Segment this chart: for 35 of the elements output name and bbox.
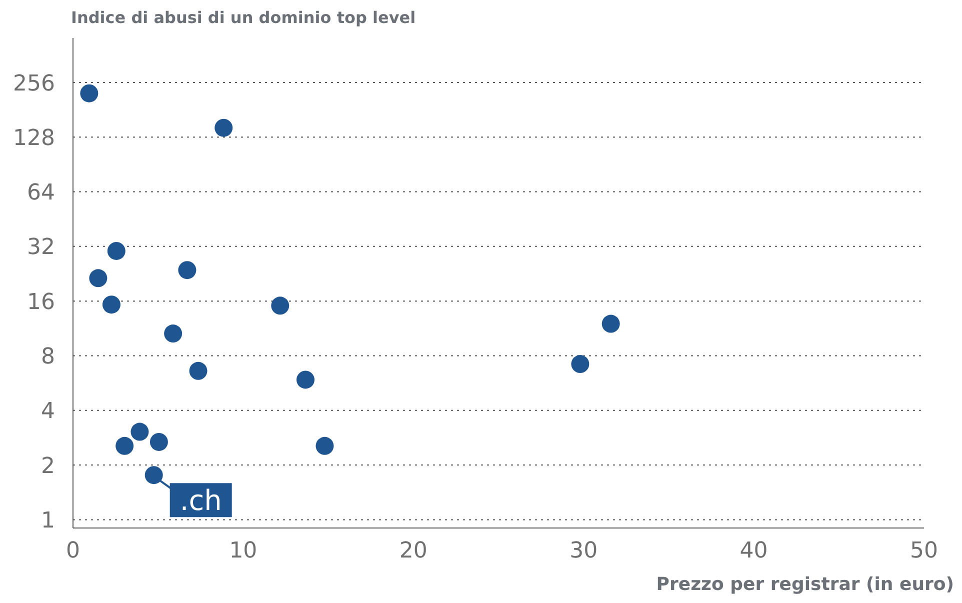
y-tick-label: 128 <box>13 126 55 151</box>
point <box>150 432 168 451</box>
y-tick-label: 1 <box>41 508 55 534</box>
x-tick-label: 10 <box>229 538 258 564</box>
point <box>116 436 134 455</box>
y-tick-label: 4 <box>41 399 55 424</box>
x-tick-label: 30 <box>570 538 598 564</box>
x-tick-label: 20 <box>399 538 428 564</box>
point <box>189 362 208 380</box>
y-axis-title: Indice di abusi di un dominio top level <box>71 8 416 27</box>
y-tick-label: 8 <box>41 344 55 370</box>
point <box>602 314 620 333</box>
x-tick-label: 0 <box>66 538 80 564</box>
point <box>164 324 182 343</box>
y-tick-label: 16 <box>27 290 55 315</box>
point <box>316 436 334 455</box>
point <box>178 261 196 280</box>
point <box>89 269 108 288</box>
point <box>80 84 98 102</box>
annotation: .ch <box>180 484 222 518</box>
x-tick-label: 40 <box>740 538 768 564</box>
point <box>214 118 233 137</box>
point <box>102 296 120 314</box>
point <box>571 355 590 374</box>
y-tick-label: 32 <box>27 235 55 260</box>
y-tick-label: 2 <box>41 454 55 479</box>
x-axis-title: Prezzo per registrar (in euro) <box>656 574 954 595</box>
point <box>271 296 290 315</box>
y-tick-label: 256 <box>13 71 55 96</box>
point <box>296 370 314 389</box>
point <box>130 422 149 441</box>
y-tick-label: 64 <box>27 180 55 206</box>
point <box>144 466 163 484</box>
point <box>107 242 126 260</box>
x-tick-label: 50 <box>910 538 938 564</box>
